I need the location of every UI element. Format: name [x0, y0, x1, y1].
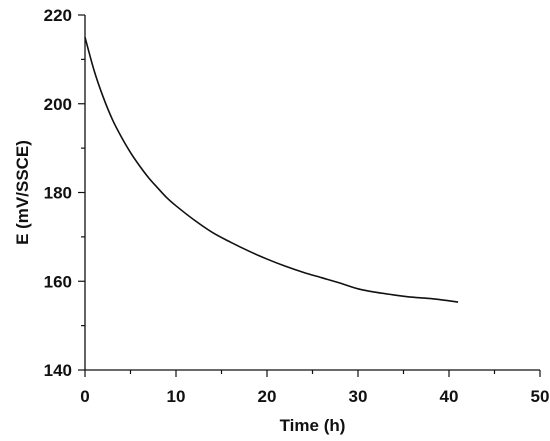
x-axis-title: Time (h): [280, 416, 346, 435]
x-tick-label: 40: [440, 387, 459, 406]
y-tick-label: 220: [44, 6, 72, 25]
y-tick-label: 140: [44, 361, 72, 380]
x-tick-label: 20: [258, 387, 277, 406]
plot-area: [84, 36, 459, 303]
x-tick-label: 10: [167, 387, 186, 406]
x-tick-label: 30: [349, 387, 368, 406]
y-axis-title: E (mV/SSCE): [13, 140, 32, 245]
y-tick-label: 160: [44, 272, 72, 291]
x-tick-label: 50: [531, 387, 550, 406]
y-tick-label: 180: [44, 184, 72, 203]
axes: 140 160 180 200 220 0 10 20 30 40 50: [44, 6, 550, 406]
series-line-0: [84, 36, 459, 303]
y-tick-label: 200: [44, 95, 72, 114]
x-tick-label: 0: [80, 387, 89, 406]
